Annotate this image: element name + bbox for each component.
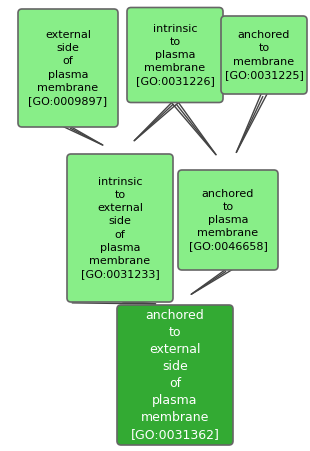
FancyBboxPatch shape — [67, 154, 173, 302]
Text: intrinsic
to
plasma
membrane
[GO:0031226]: intrinsic to plasma membrane [GO:0031226… — [135, 23, 215, 87]
Text: anchored
to
external
side
of
plasma
membrane
[GO:0031362]: anchored to external side of plasma memb… — [131, 309, 219, 441]
FancyBboxPatch shape — [221, 16, 307, 94]
Text: intrinsic
to
external
side
of
plasma
membrane
[GO:0031233]: intrinsic to external side of plasma mem… — [81, 177, 159, 279]
Text: anchored
to
plasma
membrane
[GO:0046658]: anchored to plasma membrane [GO:0046658] — [188, 189, 268, 251]
FancyBboxPatch shape — [18, 9, 118, 127]
FancyBboxPatch shape — [127, 8, 223, 102]
FancyBboxPatch shape — [178, 170, 278, 270]
FancyBboxPatch shape — [117, 305, 233, 445]
Text: anchored
to
membrane
[GO:0031225]: anchored to membrane [GO:0031225] — [224, 30, 303, 80]
Text: external
side
of
plasma
membrane
[GO:0009897]: external side of plasma membrane [GO:000… — [29, 30, 108, 106]
